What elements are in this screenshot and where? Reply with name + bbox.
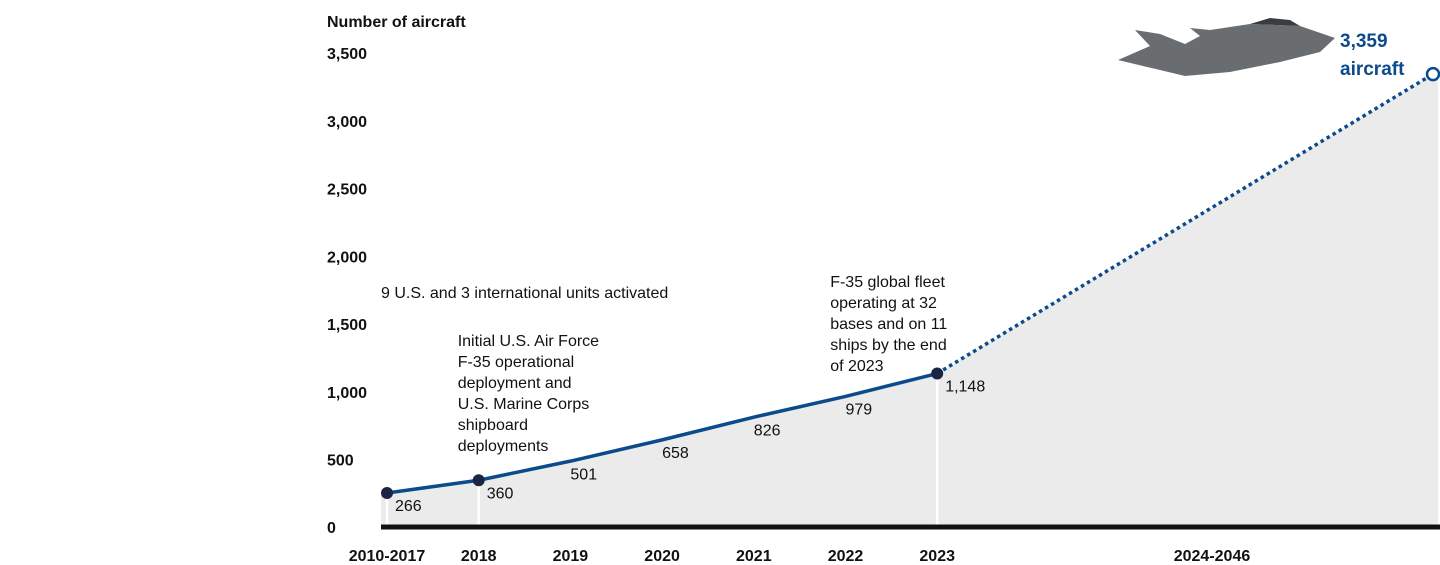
x-tick-label: 2021 — [736, 548, 772, 565]
value-label: 826 — [754, 422, 781, 439]
x-tick-label: 2022 — [828, 548, 864, 565]
y-tick-label: 2,500 — [327, 182, 367, 199]
y-tick-label: 1,000 — [327, 385, 367, 402]
x-tick-label: 2010-2017 — [349, 548, 426, 565]
line-projection — [936, 72, 1434, 376]
annotation: F-35 operational — [458, 354, 575, 371]
annotation: F-35 global fleet — [830, 274, 945, 291]
jet-image — [1118, 18, 1335, 76]
end-marker — [1425, 66, 1440, 82]
y-tick-label: 0 — [327, 520, 336, 537]
x-tick-label: 2023 — [919, 548, 955, 565]
end-value-unit: aircraft — [1340, 59, 1405, 80]
value-label: 501 — [570, 466, 597, 483]
x-tick-label: 2019 — [553, 548, 589, 565]
y-tick-label: 1,500 — [327, 317, 367, 334]
y-tick-label: 3,500 — [327, 46, 367, 63]
annotation: 9 U.S. and 3 international units activat… — [381, 285, 668, 302]
area — [381, 74, 1438, 529]
x-tick-label: 2018 — [461, 548, 497, 565]
end-value-label: 3,359 — [1340, 31, 1388, 52]
value-label: 979 — [846, 402, 873, 419]
x-tick-label: 2024-2046 — [1174, 548, 1251, 565]
value-label: 1,148 — [945, 379, 985, 396]
annotation: shipboard — [458, 417, 528, 434]
y-axis-title: Number of aircraft — [327, 14, 466, 31]
annotation: ships by the end — [830, 337, 947, 354]
annotation: bases and on 11 — [830, 316, 947, 333]
value-label: 360 — [487, 485, 514, 502]
marker — [381, 486, 393, 499]
x-tick-label: 2020 — [644, 548, 680, 565]
value-label: 266 — [395, 498, 422, 515]
marker — [472, 474, 485, 487]
y-tick-label: 3,000 — [327, 114, 367, 131]
annotation: deployment and — [458, 375, 572, 392]
annotation: operating at 32 — [830, 295, 937, 312]
annotation: U.S. Marine Corps — [458, 396, 590, 413]
value-label: 658 — [662, 445, 689, 462]
marker — [931, 367, 944, 380]
annotation: deployments — [458, 438, 549, 455]
annotation: of 2023 — [830, 358, 883, 375]
y-tick-label: 2,000 — [327, 249, 367, 266]
annotation: Initial U.S. Air Force — [458, 333, 599, 350]
y-tick-label: 500 — [327, 453, 354, 470]
